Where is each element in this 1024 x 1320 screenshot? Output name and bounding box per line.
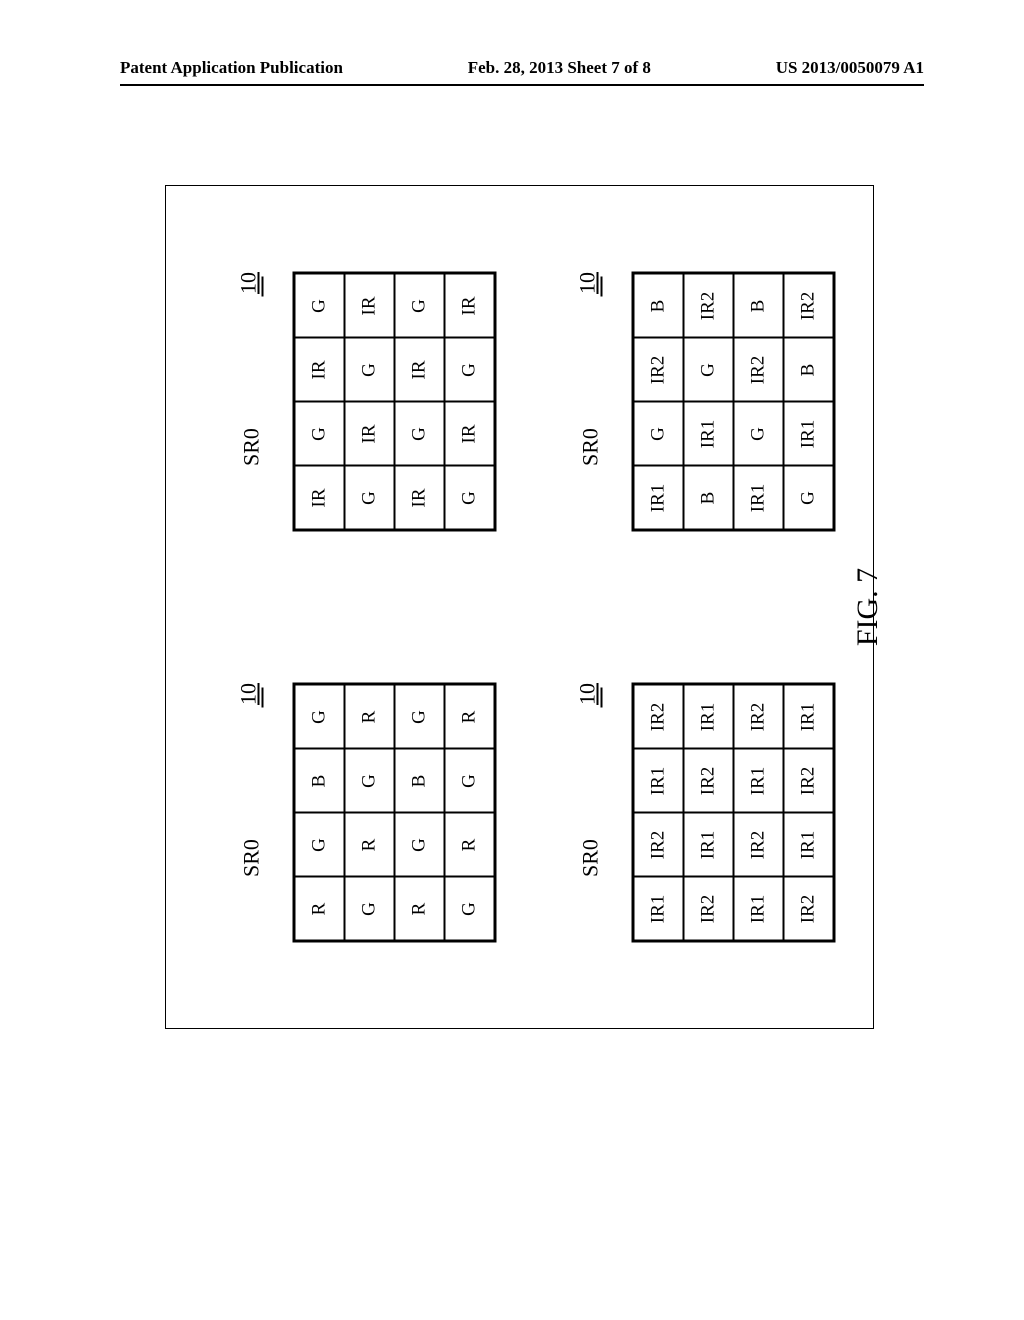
cell: IR2 [783,274,833,338]
cell: IR1 [633,749,683,813]
cell: IR2 [683,877,733,941]
cell: G [294,402,344,466]
cell: IR2 [783,749,833,813]
ref-tick [261,688,263,708]
ref-label: 10 [235,272,261,294]
cell: IR2 [683,274,733,338]
cell: G [683,338,733,402]
figure-content-rotated: SR0 10 R G B G G R G R [166,186,875,1028]
cell: R [344,813,394,877]
panel-top-left: SR0 10 R G B G G R G R [235,683,496,943]
cell: G [394,685,444,749]
cell: G [344,338,394,402]
cell: G [444,749,494,813]
cell: IR [444,402,494,466]
header-right: US 2013/0050079 A1 [776,58,924,78]
cell: IR2 [633,813,683,877]
cell: IR [294,466,344,530]
cell: IR [394,338,444,402]
cell: IR2 [633,338,683,402]
ref-label: 10 [235,683,261,705]
cell: G [733,402,783,466]
cell: IR2 [783,877,833,941]
cell: G [294,274,344,338]
sensor-grid: IR G IR G G IR G IR IR G IR G G IR G IR [292,272,496,532]
cell: B [394,749,444,813]
cell: IR2 [683,749,733,813]
cell: IR1 [633,877,683,941]
panel-top-right: SR0 10 IR G IR G G IR G IR [235,272,496,532]
cell: IR1 [783,685,833,749]
ref-label: 10 [574,683,600,705]
cell: G [444,338,494,402]
cell: IR [344,402,394,466]
ref-label: 10 [574,272,600,294]
group-label: SR0 [238,428,264,466]
cell: B [633,274,683,338]
cell: IR1 [733,749,783,813]
cell: G [394,813,444,877]
sensor-grid: R G B G G R G R R G B G G R G R [292,683,496,943]
cell: IR [294,338,344,402]
cell: G [783,466,833,530]
cell: R [444,813,494,877]
cell: IR1 [733,466,783,530]
cell: G [633,402,683,466]
header-rule [120,84,924,86]
panel-lead: SR0 10 [574,272,603,532]
header-center: Feb. 28, 2013 Sheet 7 of 8 [468,58,651,78]
ref-tick [261,277,263,297]
cell: R [394,877,444,941]
group-label: SR0 [238,839,264,877]
panel-lead: SR0 10 [235,683,264,943]
ref-tick [600,688,602,708]
cell: G [294,685,344,749]
cell: IR2 [733,685,783,749]
group-label: SR0 [577,428,603,466]
cell: B [683,466,733,530]
cell: IR1 [633,466,683,530]
cell: IR1 [683,813,733,877]
group-label: SR0 [577,839,603,877]
cell: R [444,685,494,749]
cell: R [344,685,394,749]
cell: G [394,402,444,466]
sensor-grid: IR1 G IR2 B B IR1 G IR2 IR1 G IR2 B G IR… [631,272,835,532]
cell: B [294,749,344,813]
cell: IR1 [683,685,733,749]
cell: IR1 [733,877,783,941]
cell: IR1 [783,813,833,877]
sensor-grid: IR1 IR2 IR1 IR2 IR2 IR1 IR2 IR1 IR1 IR2 … [631,683,835,943]
ref-tick [600,277,602,297]
cell: IR1 [783,402,833,466]
panel-bottom-left: SR0 10 IR1 IR2 IR1 IR2 IR2 IR1 IR2 [574,683,835,943]
cell: B [733,274,783,338]
cell: B [783,338,833,402]
cell: G [344,466,394,530]
cell: IR2 [733,338,783,402]
page: Patent Application Publication Feb. 28, … [0,0,1024,1320]
page-header: Patent Application Publication Feb. 28, … [120,58,924,78]
cell: R [294,877,344,941]
cell: IR [394,466,444,530]
panel-lead: SR0 10 [574,683,603,943]
cell: G [294,813,344,877]
figure-frame: SR0 10 R G B G G R G R [165,185,874,1029]
panel-lead: SR0 10 [235,272,264,532]
cell: IR [444,274,494,338]
header-left: Patent Application Publication [120,58,343,78]
cell: G [394,274,444,338]
cell: IR2 [733,813,783,877]
cell: G [444,466,494,530]
cell: IR2 [633,685,683,749]
panel-bottom-right: SR0 10 IR1 G IR2 B B IR1 G IR2 [574,272,835,532]
cell: G [344,749,394,813]
cell: G [444,877,494,941]
cell: IR1 [683,402,733,466]
cell: G [344,877,394,941]
cell: IR [344,274,394,338]
figure-caption: FIG. 7 [851,568,885,646]
